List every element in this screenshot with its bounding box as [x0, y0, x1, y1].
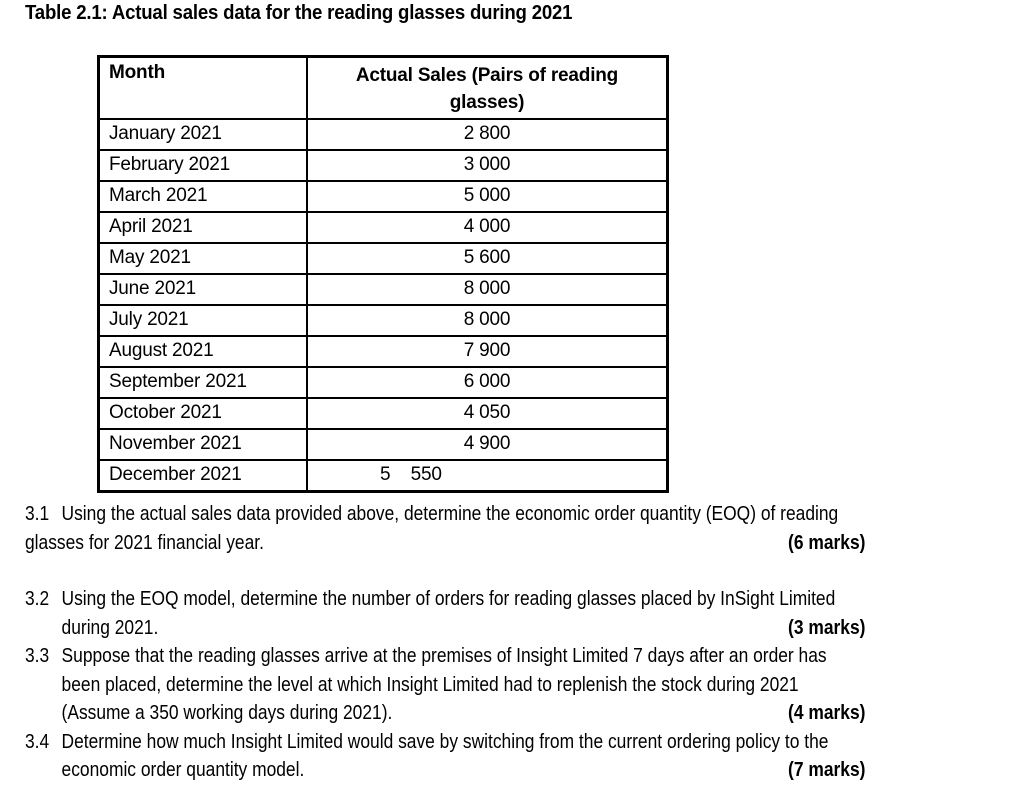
question-text: during 2021. [61, 616, 159, 639]
question-text: economic order quantity model. [61, 759, 305, 781]
sales-value-cell: 5 600 [306, 242, 669, 275]
marks-label: (3 marks) [788, 616, 866, 639]
month-cell: September 2021 [97, 366, 308, 399]
month-cell: December 2021 [97, 459, 308, 493]
marks-label: (4 marks) [788, 702, 866, 724]
question-3-4: 3.4 Determine how much Insight Limited wo… [25, 728, 950, 785]
question-line: economic order quantity model. (7 marks) [25, 756, 950, 785]
table-row: March 2021 5 000 [97, 180, 669, 213]
table-row: September 2021 6 000 [97, 366, 669, 399]
page-title: Table 2.1: Actual sales data for the rea… [25, 2, 573, 24]
sales-value-cell: 4 050 [306, 397, 669, 430]
questions-section: 3.1 Using the actual sales data provided … [25, 500, 950, 785]
question-3-2: 3.2 Using the EOQ model, determine the nu… [25, 585, 950, 642]
question-line: been placed, determine the level at whic… [25, 671, 950, 700]
month-cell: November 2021 [97, 428, 308, 461]
table-row: June 2021 8 000 [97, 273, 669, 306]
column-header-month: Month [97, 55, 308, 120]
table-row: October 2021 4 050 [97, 397, 669, 430]
sales-table-header: Month Actual Sales (Pairs of reading gla… [97, 55, 669, 120]
question-number: 3.2 [25, 588, 50, 610]
month-cell: March 2021 [97, 180, 308, 213]
month-cell: July 2021 [97, 304, 308, 337]
table-header-row: Month Actual Sales (Pairs of reading gla… [97, 55, 669, 120]
question-number: 3.4 [25, 730, 50, 753]
sales-value-cell: 6 000 [306, 366, 669, 399]
question-line: 3.1 Using the actual sales data provided … [25, 500, 950, 529]
sales-value-cell: 5 550 [306, 459, 669, 493]
question-text: been placed, determine the level at whic… [61, 673, 799, 696]
question-line: 3.2 Using the EOQ model, determine the nu… [25, 585, 950, 614]
table-row: May 2021 5 600 [97, 242, 669, 275]
marks-label: (7 marks) [788, 759, 866, 781]
sales-value-cell: 2 800 [306, 118, 669, 151]
question-number: 3.1 [25, 503, 50, 525]
sales-value-cell: 4 000 [306, 211, 669, 244]
month-cell: May 2021 [97, 242, 308, 275]
month-cell: October 2021 [97, 397, 308, 430]
question-line: during 2021. (3 marks) [25, 614, 950, 643]
question-text: glasses for 2021 financial year. [25, 531, 264, 554]
month-cell: June 2021 [97, 273, 308, 306]
month-cell: April 2021 [97, 211, 308, 244]
table-row: January 2021 2 800 [97, 118, 669, 151]
marks-label: (6 marks) [788, 531, 866, 554]
month-cell: January 2021 [97, 118, 308, 151]
question-line: glasses for 2021 financial year. (6 mark… [25, 529, 950, 558]
table-row: April 2021 4 000 [97, 211, 669, 244]
question-text: Suppose that the reading glasses arrive … [61, 645, 827, 667]
month-cell: August 2021 [97, 335, 308, 368]
sales-table-body: January 2021 2 800 February 2021 3 000 March… [97, 118, 669, 493]
sales-table: Month Actual Sales (Pairs of reading gla… [97, 55, 669, 493]
question-3-1: 3.1 Using the actual sales data provided … [25, 500, 950, 557]
table-row: July 2021 8 000 [97, 304, 669, 337]
sales-value-cell: 5 000 [306, 180, 669, 213]
column-header-actual-sales: Actual Sales (Pairs of reading glasses) [306, 55, 669, 120]
question-text: Using the actual sales data provided abo… [61, 503, 839, 525]
table-row: December 2021 5 550 [97, 459, 669, 493]
month-cell: February 2021 [97, 149, 308, 182]
sales-value-cell: 3 000 [306, 149, 669, 182]
question-text: Using the EOQ model, determine the numbe… [61, 588, 836, 610]
question-line: (Assume a 350 working days during 2021).… [25, 699, 950, 728]
question-text: Determine how much Insight Limited would… [61, 730, 829, 753]
question-line: 3.4 Determine how much Insight Limited wo… [25, 728, 950, 757]
question-line: 3.3 Suppose that the reading glasses arri… [25, 642, 950, 671]
question-text: (Assume a 350 working days during 2021). [61, 702, 393, 724]
sales-value-cell: 8 000 [306, 304, 669, 337]
question-number: 3.3 [25, 645, 50, 667]
table-row: November 2021 4 900 [97, 428, 669, 461]
table-row: February 2021 3 000 [97, 149, 669, 182]
sales-value-cell: 4 900 [306, 428, 669, 461]
sales-value-cell: 7 900 [306, 335, 669, 368]
sales-value-cell: 8 000 [306, 273, 669, 306]
question-3-3: 3.3 Suppose that the reading glasses arri… [25, 642, 950, 728]
table-row: August 2021 7 900 [97, 335, 669, 368]
